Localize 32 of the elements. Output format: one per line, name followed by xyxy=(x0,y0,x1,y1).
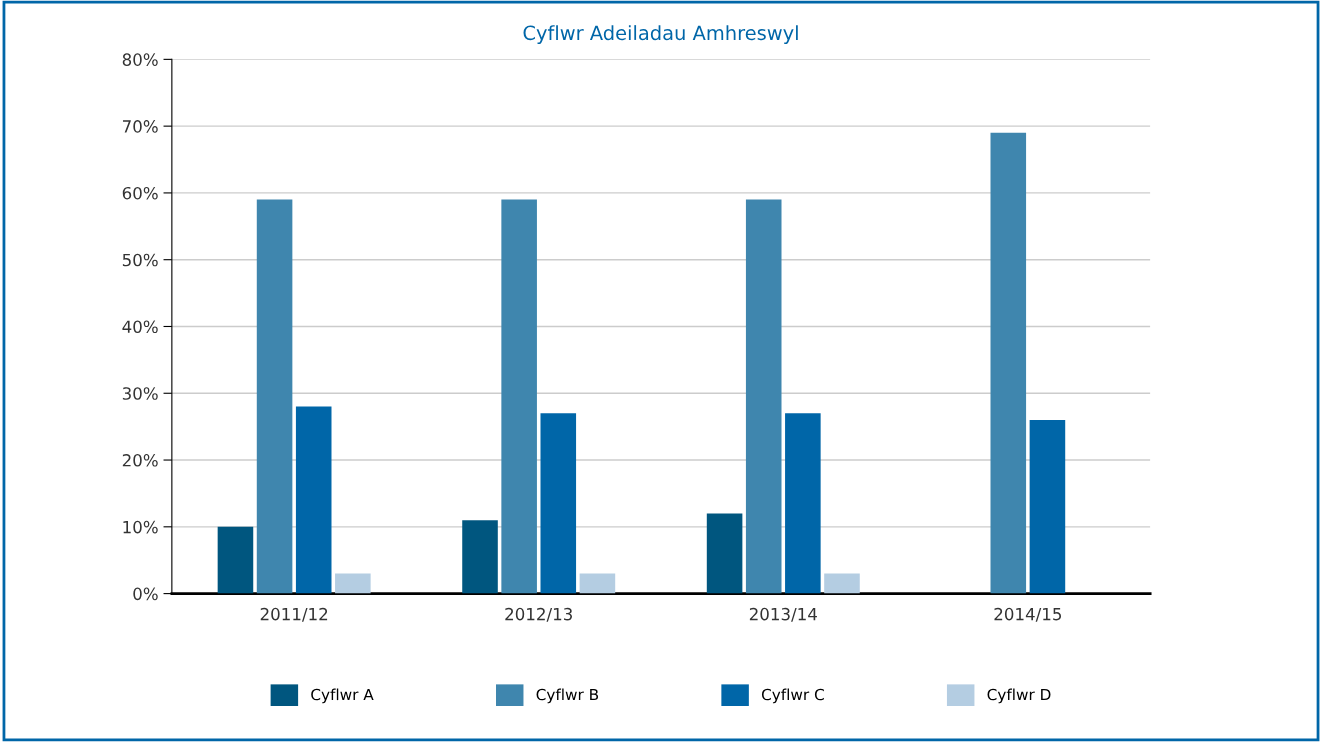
x-tick-label: 2011/12 xyxy=(260,607,328,622)
bar xyxy=(540,413,577,594)
y-tick-label: 20% xyxy=(122,454,158,467)
bar xyxy=(745,199,782,594)
y-tick-label: 60% xyxy=(122,186,158,200)
bar xyxy=(785,413,821,594)
y-tick-label: 0% xyxy=(133,587,158,601)
legend-label: Cyflwr D xyxy=(987,688,1051,704)
bar xyxy=(256,199,293,594)
x-tick-label: 2012/13 xyxy=(505,607,572,622)
y-tick-label: 80% xyxy=(122,53,158,66)
bar xyxy=(462,520,498,594)
bar xyxy=(990,132,1027,594)
bar xyxy=(824,573,860,594)
y-tick-label: 70% xyxy=(122,120,158,133)
y-tick-label: 30% xyxy=(122,387,158,400)
legend-label: Cyflwr C xyxy=(761,688,824,704)
y-tick-label: 10% xyxy=(123,520,158,534)
bar xyxy=(295,406,332,594)
legend-label: Cyflwr B xyxy=(536,688,599,704)
bar xyxy=(706,513,743,594)
bar xyxy=(217,526,254,594)
bar xyxy=(335,573,371,594)
bar xyxy=(579,573,616,594)
chart-title: Cyflwr Adeiladau Amhreswyl xyxy=(523,25,798,44)
legend-label: Cyflwr A xyxy=(311,688,374,704)
y-tick-label: 40% xyxy=(122,320,158,334)
bar xyxy=(501,199,537,594)
x-tick-label: 2013/14 xyxy=(749,607,817,622)
y-tick-label: 50% xyxy=(122,253,158,267)
bar xyxy=(1029,419,1066,594)
x-tick-label: 2014/15 xyxy=(994,607,1062,622)
